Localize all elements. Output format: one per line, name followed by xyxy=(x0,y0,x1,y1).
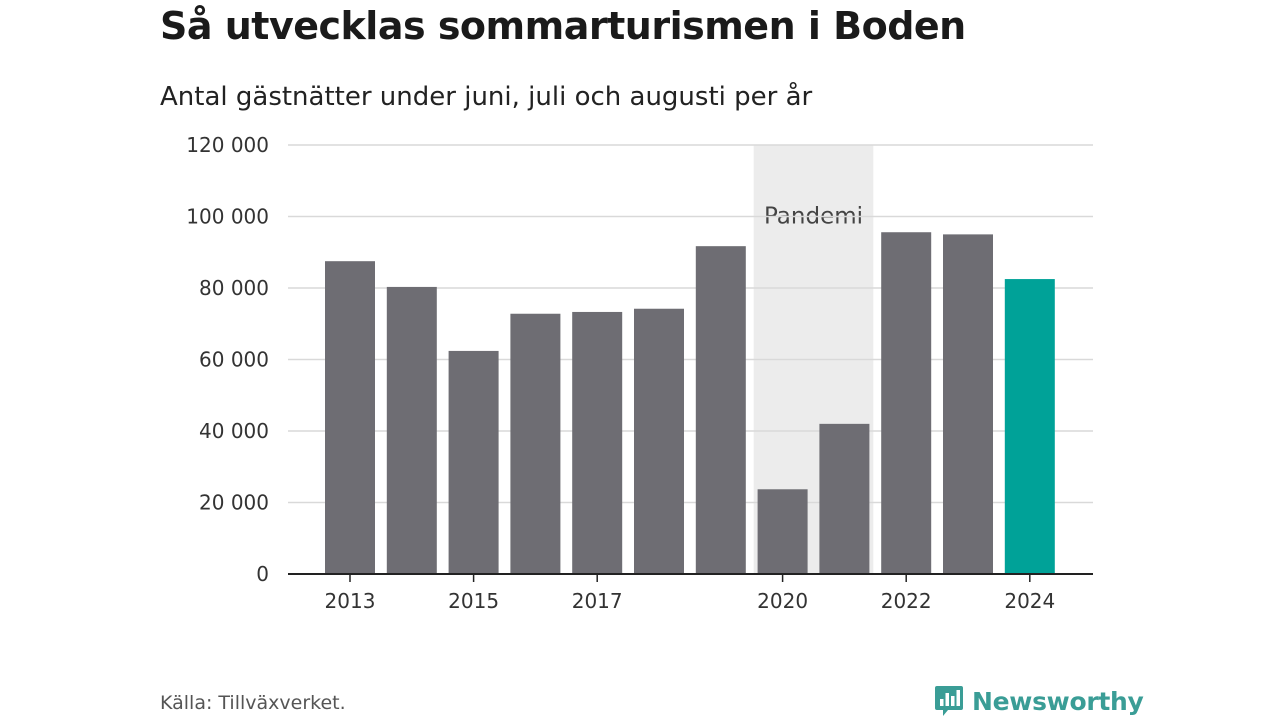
bar-2019 xyxy=(695,246,746,575)
bar-2020 xyxy=(757,489,808,574)
tick-labels: 0 20 000 40 000 60 000 80 000 100 000 120 000 2… xyxy=(186,133,1055,613)
bar-2017 xyxy=(572,311,623,574)
y-tick-label: 40 000 xyxy=(199,419,269,443)
y-tick-label: 60 000 xyxy=(199,348,269,372)
bar-2024 xyxy=(1004,279,1055,574)
brand-name: Newsworthy xyxy=(972,686,1144,716)
y-tick-label: 0 xyxy=(256,562,269,586)
bar-2014 xyxy=(386,286,437,574)
brand-logo: Newsworthy xyxy=(934,684,1144,718)
bar-2021 xyxy=(819,423,870,574)
chart-title: Så utvecklas sommarturismen i Boden xyxy=(160,4,966,48)
bar-2016 xyxy=(510,313,561,574)
x-tick-label: 2024 xyxy=(1004,589,1055,613)
y-tick-label: 20 000 xyxy=(199,491,269,515)
source-note: Källa: Tillväxverket. xyxy=(160,692,346,714)
bar-2013 xyxy=(325,261,375,574)
bar-2023 xyxy=(943,234,993,574)
y-tick-label: 80 000 xyxy=(199,276,269,300)
x-tick-label: 2013 xyxy=(325,589,376,613)
x-tick-label: 2022 xyxy=(881,589,932,613)
bar-2022 xyxy=(881,232,932,575)
y-tick-label: 120 000 xyxy=(186,133,269,157)
y-tick-label: 100 000 xyxy=(186,205,269,229)
x-tick-label: 2015 xyxy=(448,589,499,613)
x-tick-label: 2020 xyxy=(757,589,808,613)
bars xyxy=(325,232,1055,575)
x-tick-label: 2017 xyxy=(572,589,623,613)
axes xyxy=(288,573,1093,582)
bar-2015 xyxy=(448,350,499,574)
chart-subtitle: Antal gästnätter under juni, juli och au… xyxy=(160,82,813,112)
bar-2018 xyxy=(634,308,684,574)
newsworthy-logo-icon xyxy=(935,686,963,716)
